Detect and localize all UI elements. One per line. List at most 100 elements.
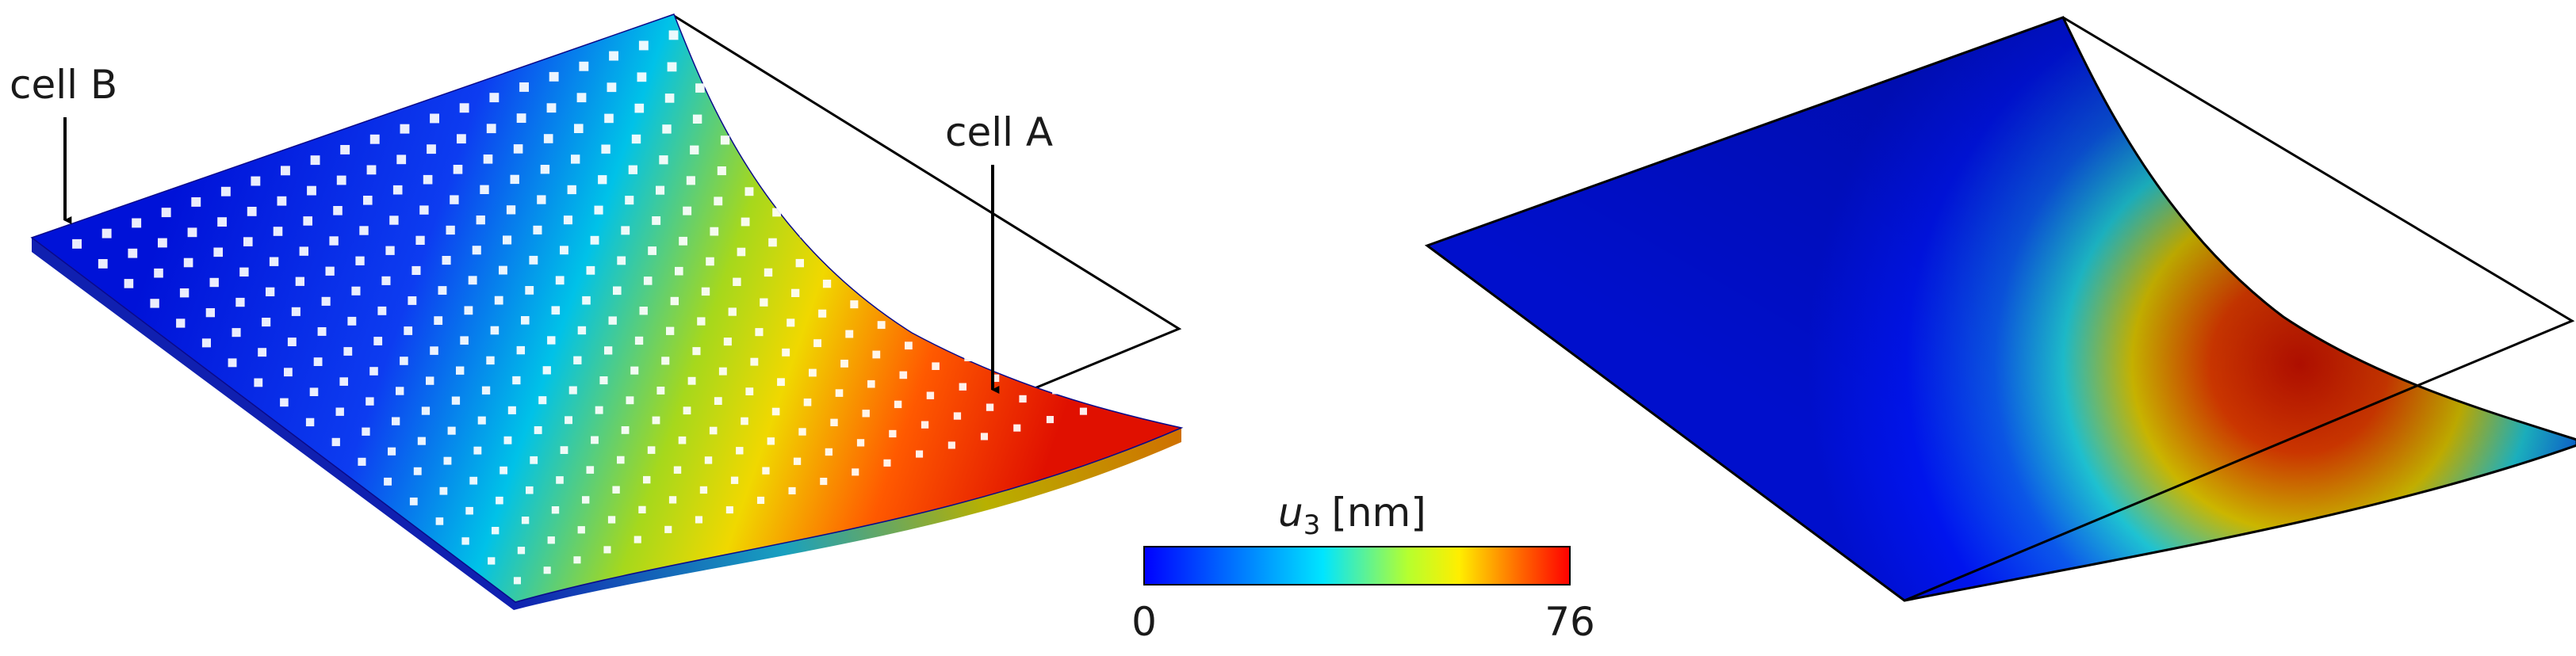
lattice-hole <box>659 155 668 165</box>
lattice-hole <box>503 235 512 245</box>
lattice-hole <box>72 238 82 249</box>
lattice-hole <box>579 61 589 71</box>
lattice-hole <box>856 439 865 447</box>
lattice-hole <box>183 257 193 268</box>
lattice-hole <box>991 374 1000 382</box>
lattice-hole <box>385 246 395 255</box>
lattice-hole <box>736 447 744 455</box>
lattice-hole <box>951 243 959 252</box>
lattice-hole <box>443 456 452 465</box>
lattice-hole <box>573 356 582 364</box>
lattice-hole <box>673 466 682 474</box>
lattice-hole <box>359 226 369 235</box>
lattice-hole <box>435 517 444 525</box>
lattice-hole <box>333 206 343 215</box>
lattice-hole <box>947 273 955 282</box>
lattice-hole <box>1019 395 1027 403</box>
lattice-hole <box>461 537 469 545</box>
lattice-hole <box>456 366 465 375</box>
lattice-hole <box>98 259 108 269</box>
lattice-hole <box>942 303 950 311</box>
lattice-hole <box>830 418 838 426</box>
lattice-hole <box>637 72 647 82</box>
lattice-hole <box>791 288 800 297</box>
lattice-hole <box>936 333 945 341</box>
lattice-hole <box>886 261 895 270</box>
lattice-hole <box>447 426 456 435</box>
lattice-hole <box>656 387 665 395</box>
lattice-hole <box>701 287 710 296</box>
lattice-hole <box>699 486 708 494</box>
lattice-hole <box>247 207 257 216</box>
lattice-hole <box>309 387 319 396</box>
lattice-hole <box>1091 349 1099 357</box>
lattice-hole <box>101 228 112 238</box>
lattice-hole <box>634 336 644 345</box>
lattice-hole <box>662 124 672 134</box>
lattice-hole <box>762 467 770 475</box>
lattice-hole <box>568 386 577 395</box>
lattice-hole <box>483 154 493 164</box>
lattice-hole <box>213 247 223 257</box>
lattice-hole <box>591 436 599 444</box>
lattice-hole <box>608 316 617 325</box>
lattice-hole <box>741 217 750 227</box>
lattice-hole <box>822 280 832 288</box>
lattice-hole <box>366 397 374 406</box>
colorbar-symbol: u <box>1278 490 1303 536</box>
lattice-hole <box>358 457 366 466</box>
colorbar-subscript: 3 <box>1303 509 1321 541</box>
lattice-hole <box>291 307 300 316</box>
lattice-hole <box>576 93 587 103</box>
lattice-hole <box>820 478 828 486</box>
lattice-hole <box>254 378 263 387</box>
lattice-hole <box>926 391 935 399</box>
colorbar-max-label: 76 <box>1544 599 1595 645</box>
lattice-hole <box>683 206 692 215</box>
lattice-hole <box>725 506 733 514</box>
lattice-hole <box>551 306 561 315</box>
lattice-hole <box>807 168 817 177</box>
lattice-hole <box>442 256 451 265</box>
lattice-hole <box>838 158 848 168</box>
lattice-hole <box>997 345 1005 353</box>
lattice-hole <box>325 266 335 276</box>
lattice-hole <box>668 30 679 40</box>
lattice-hole <box>744 187 754 196</box>
lattice-hole <box>239 267 249 277</box>
lattice-hole <box>737 247 746 257</box>
lattice-hole <box>730 476 739 484</box>
lattice-hole <box>720 135 730 145</box>
lattice-hole <box>604 113 614 124</box>
lattice-hole <box>389 215 399 225</box>
lattice-hole <box>751 125 761 135</box>
lattice-hole <box>748 156 757 166</box>
lattice-hole <box>741 417 748 425</box>
lattice-hole <box>767 437 775 445</box>
lattice-hole <box>905 341 913 350</box>
lattice-hole <box>803 198 813 208</box>
lattice-hole <box>656 185 665 195</box>
lattice-hole <box>692 114 702 124</box>
lattice-hole <box>706 257 714 266</box>
lattice-hole <box>150 299 159 308</box>
lattice-hole <box>803 399 812 406</box>
lattice-hole <box>421 406 431 415</box>
lattice-hole <box>351 286 361 296</box>
lattice-hole <box>760 298 768 307</box>
lattice-hole <box>709 426 718 435</box>
lattice-hole <box>775 177 785 187</box>
lattice-hole <box>980 433 988 441</box>
lattice-hole <box>577 326 587 335</box>
lattice-hole <box>438 286 447 295</box>
lattice-hole <box>750 357 759 366</box>
lattice-hole <box>638 505 646 513</box>
lattice-hole <box>506 205 516 215</box>
lattice-hole <box>287 338 297 346</box>
lattice-hole <box>621 226 630 235</box>
left-plate-figure: cell B cell A <box>10 13 1184 610</box>
lattice-hole <box>551 506 560 514</box>
lattice-hole <box>384 477 392 486</box>
lattice-hole <box>883 459 891 467</box>
lattice-hole <box>560 246 568 255</box>
